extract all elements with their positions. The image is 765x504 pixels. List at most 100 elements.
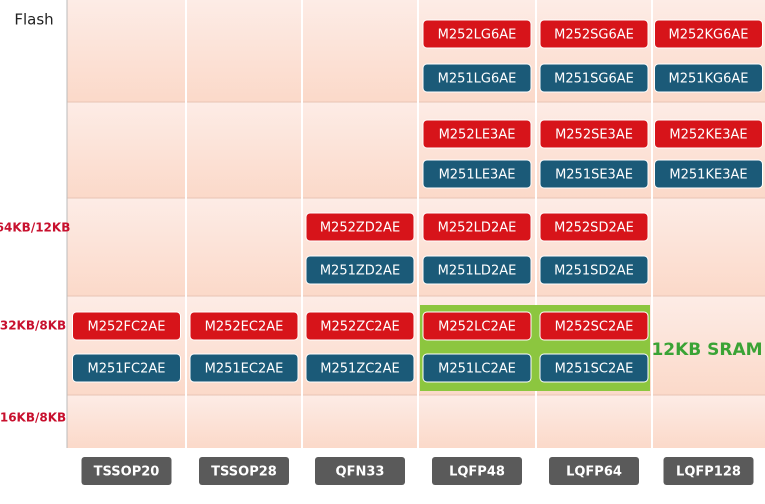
chip-box	[539, 353, 649, 383]
chip-box	[539, 19, 649, 49]
chip-label: M252KG6AE	[668, 28, 748, 43]
chip: M252ZD2AE	[305, 212, 415, 242]
row-label: 64KB/12KB	[0, 221, 70, 235]
chip-label: M251FC2AE	[88, 362, 166, 377]
chip-label: M252LD2AE	[438, 221, 517, 236]
chip-label: M252ZC2AE	[320, 320, 399, 335]
chip-label: M251EC2AE	[205, 362, 284, 377]
chip-label: M252SE3AE	[555, 128, 633, 143]
chip: M252SE3AE	[539, 119, 649, 149]
package-box	[315, 457, 405, 485]
chip-box	[422, 119, 532, 149]
chip-label: M252LC2AE	[438, 320, 516, 335]
package-label: LQFP128	[676, 465, 741, 480]
highlight-label: 12KB SRAM	[651, 340, 762, 360]
row-band	[67, 102, 765, 198]
chip: M252EC2AE	[189, 311, 299, 341]
chip-label: M251KG6AE	[668, 72, 748, 87]
chip: M252LD2AE	[422, 212, 532, 242]
row-band	[67, 395, 765, 448]
chip-box	[305, 212, 415, 242]
chip-box	[422, 255, 532, 285]
chip-box	[539, 119, 649, 149]
chip-box	[305, 353, 415, 383]
chip-label: M251LC2AE	[438, 362, 516, 377]
chip-label: M252LE3AE	[439, 128, 516, 143]
chip-label: M252KE3AE	[669, 128, 747, 143]
chip: M251LE3AE	[422, 159, 532, 189]
chip: M252SC2AE	[539, 311, 649, 341]
chip: M251KE3AE	[654, 159, 763, 189]
chip-box	[422, 353, 532, 383]
package-label: LQFP48	[449, 465, 505, 480]
package-box	[81, 457, 172, 485]
axis-title: Flash	[14, 11, 53, 29]
chip: M251EC2AE	[189, 353, 299, 383]
package-label: QFN33	[336, 465, 385, 480]
chip-label: M251LD2AE	[438, 264, 517, 279]
chip-box	[422, 19, 532, 49]
package-box	[432, 457, 522, 485]
chip-box	[305, 311, 415, 341]
chip-label: M251SD2AE	[554, 264, 634, 279]
chip-label: M251SG6AE	[554, 72, 634, 87]
chip-box	[422, 159, 532, 189]
chip-label: M251LE3AE	[439, 168, 516, 183]
chip-box	[654, 19, 763, 49]
chip-label: M251ZC2AE	[320, 362, 399, 377]
chip: M252ZC2AE	[305, 311, 415, 341]
chip-box	[539, 311, 649, 341]
chip-box	[72, 353, 181, 383]
chip-label: M251SC2AE	[555, 362, 634, 377]
chip: M252FC2AE	[72, 311, 181, 341]
chip: M252LG6AE	[422, 19, 532, 49]
chip: M251LC2AE	[422, 353, 532, 383]
chip-label: M251KE3AE	[669, 168, 747, 183]
chip-box	[305, 255, 415, 285]
chip: M252KE3AE	[654, 119, 763, 149]
package-box	[199, 457, 289, 485]
chip: M251LG6AE	[422, 63, 532, 93]
chip-box	[422, 212, 532, 242]
chip-box	[654, 159, 763, 189]
chip-box	[422, 311, 532, 341]
chip-box	[654, 63, 763, 93]
package-box	[549, 457, 639, 485]
chip: M251SE3AE	[539, 159, 649, 189]
chip: M251KG6AE	[654, 63, 763, 93]
package-label: TSSOP20	[94, 465, 160, 480]
row-label: 16KB/8KB	[0, 411, 66, 425]
chip-label: M252LG6AE	[438, 28, 517, 43]
chip: M251ZC2AE	[305, 353, 415, 383]
chip: M251LD2AE	[422, 255, 532, 285]
chip: M252SG6AE	[539, 19, 649, 49]
chip-label: M252SG6AE	[554, 28, 634, 43]
package-box	[663, 457, 754, 485]
row-band	[67, 0, 765, 102]
chip: M251SD2AE	[539, 255, 649, 285]
row-band	[67, 198, 765, 296]
chip-box	[72, 311, 181, 341]
package-label: LQFP64	[566, 465, 622, 480]
chip-box	[539, 212, 649, 242]
chip: M251SC2AE	[539, 353, 649, 383]
chip: M251ZD2AE	[305, 255, 415, 285]
chip-box	[654, 119, 763, 149]
chip-label: M251SE3AE	[555, 168, 633, 183]
chip-box	[422, 63, 532, 93]
chip: M251SG6AE	[539, 63, 649, 93]
chip-box	[539, 255, 649, 285]
chip-label: M251LG6AE	[438, 72, 517, 87]
chip-label: M252SC2AE	[555, 320, 634, 335]
chip: M252SD2AE	[539, 212, 649, 242]
chip-box	[189, 353, 299, 383]
chip: M252LE3AE	[422, 119, 532, 149]
chip-label: M252SD2AE	[554, 221, 634, 236]
row-label: 32KB/8KB	[0, 319, 66, 333]
package-label: TSSOP28	[211, 465, 277, 480]
chip-label: M252FC2AE	[88, 320, 166, 335]
chip: M252LC2AE	[422, 311, 532, 341]
chip-box	[539, 159, 649, 189]
chip-label: M252EC2AE	[205, 320, 284, 335]
